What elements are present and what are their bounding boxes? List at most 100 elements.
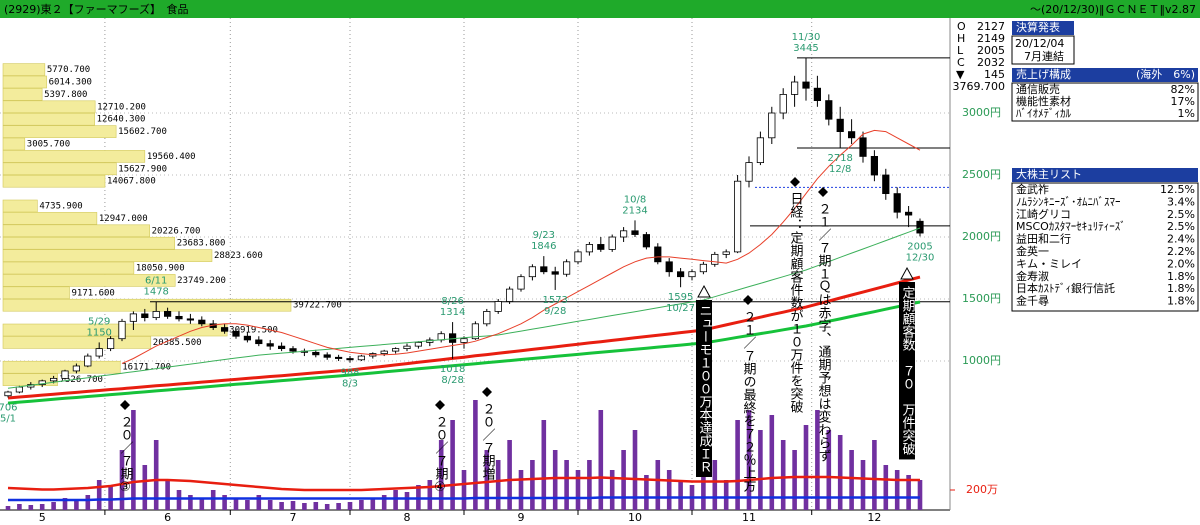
volume-profile-bar	[2, 212, 98, 225]
extreme-value: 988	[340, 368, 359, 379]
volume-bar	[678, 480, 683, 510]
candle-body	[471, 323, 480, 340]
volume-bar	[735, 420, 740, 510]
change-value: 145	[984, 68, 1005, 81]
volume-profile-bar	[2, 286, 70, 300]
candle-body	[813, 87, 822, 102]
candle-body	[882, 174, 890, 195]
volume-bar	[906, 475, 911, 510]
quote-value: 2149	[977, 32, 1005, 45]
quote-label: C	[957, 56, 965, 69]
row-name: 機能性素材	[1016, 94, 1071, 108]
volume-profile-label: 14067.800	[107, 177, 156, 187]
x-tick-label: 8	[404, 511, 411, 524]
row-name: 金英一	[1016, 244, 1049, 258]
volume-profile-label: 5770.700	[47, 65, 90, 75]
candle-body	[517, 276, 525, 290]
row-name: 通信販売	[1016, 83, 1060, 96]
candle-body	[483, 311, 491, 325]
x-tick-label: 5	[39, 511, 46, 524]
volume-profile-bar	[2, 274, 176, 287]
volume-profile-bar	[2, 150, 146, 163]
volume-bar	[119, 450, 125, 510]
volume-bar	[176, 490, 182, 510]
event-text: ２１／７期１Ｑは赤字、通期予想は変わらず	[816, 202, 832, 462]
candle-body	[255, 339, 263, 345]
volume-bar	[313, 502, 319, 510]
volume-bar	[210, 490, 216, 510]
extreme-value: 2718	[827, 153, 852, 164]
row-name: MSCOｶｽﾀﾏｰｾｷｭﾘﾃｨｰｽﾞ	[1016, 220, 1126, 233]
candle-body	[802, 81, 810, 89]
extreme-date: 12/8	[829, 164, 851, 175]
volume-bar	[96, 480, 102, 510]
volume-profile-bar	[2, 199, 38, 213]
candle-body	[232, 330, 240, 337]
volume-bar	[792, 450, 797, 510]
volume-bar	[632, 430, 638, 510]
panel-note: (海外 6%)	[1136, 67, 1195, 81]
volume-bar	[507, 440, 512, 510]
extreme-value: 706	[0, 402, 18, 413]
candle-body	[699, 263, 708, 273]
event-marker	[697, 284, 711, 298]
event-marker	[482, 387, 492, 397]
row-value: 2.5%	[1167, 220, 1195, 233]
candle-body	[84, 355, 92, 367]
volume-profile-bar	[2, 100, 96, 114]
panel-header	[1012, 168, 1198, 182]
volume-bar	[644, 475, 649, 510]
volume-bar	[894, 470, 900, 510]
candle-body	[61, 370, 69, 379]
volume-bar	[153, 440, 159, 510]
row-name: キム・ミレイ	[1016, 257, 1082, 270]
volume-bar	[598, 410, 604, 510]
volume-bar	[473, 400, 478, 510]
earnings-period: 7月連結	[1024, 49, 1064, 63]
row-name: ﾉﾑﾗｼﾝｷﾆｰｽﾞ･ｵﾑﾆﾊﾞｽﾏｰ	[1016, 195, 1121, 208]
moving-average	[7, 275, 921, 400]
candle-body	[289, 348, 297, 352]
moving-average	[7, 300, 921, 405]
volume-bar	[769, 415, 775, 510]
candle-body	[448, 333, 457, 343]
panel-header	[1012, 21, 1074, 35]
row-value: 2.4%	[1167, 233, 1195, 246]
row-name: 益田和二行	[1016, 232, 1071, 246]
row-name: 金寿淑	[1016, 269, 1049, 283]
volume-bar	[655, 460, 661, 510]
volume-bar	[393, 490, 398, 510]
extreme-value: 2005	[907, 241, 932, 252]
header-info: ～(20/12/30)‖ＧＣＮＥＴ‖v2.87	[1030, 3, 1196, 16]
candle-body	[129, 313, 137, 322]
volume-bar	[290, 501, 296, 510]
candle-body	[346, 358, 354, 361]
volume-bar	[723, 480, 729, 510]
candle-body	[198, 319, 206, 325]
candle-body	[734, 180, 742, 253]
event-marker	[900, 266, 914, 280]
volume-bar	[917, 480, 923, 510]
x-tick-label: 11	[742, 511, 756, 524]
extreme-date: 5/29	[88, 316, 110, 327]
volume-bar	[370, 498, 376, 510]
candle-body	[391, 348, 400, 352]
candle-body	[848, 131, 856, 139]
change-symbol: ▼	[956, 68, 965, 81]
volume-average	[8, 496, 920, 502]
quote-value: 2005	[977, 44, 1005, 57]
row-value: 1.8%	[1167, 270, 1195, 283]
candle-body	[677, 271, 685, 278]
volume-profile-label: 19560.400	[147, 152, 196, 162]
volume-bar	[461, 470, 467, 510]
volume-bar	[552, 450, 558, 510]
candle-body	[836, 118, 844, 133]
candle-body	[38, 380, 46, 385]
volume-bar	[701, 475, 706, 510]
volume-bar	[849, 450, 854, 510]
volume-profile-label: 4735.900	[39, 202, 82, 212]
candle-body	[243, 335, 251, 341]
header-bar	[0, 0, 1200, 18]
candle-body	[175, 315, 183, 320]
